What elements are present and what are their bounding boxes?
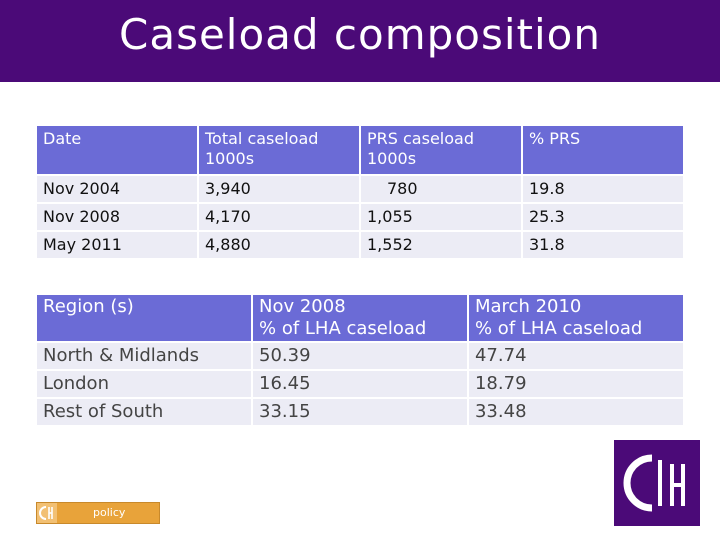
table-cell: 4,170 bbox=[199, 204, 359, 230]
table-row: North & Midlands 50.39 47.74 bbox=[37, 343, 683, 369]
policy-label: policy bbox=[93, 506, 126, 519]
cih-logo-icon bbox=[623, 454, 685, 512]
header-line: Total caseload 1000s bbox=[205, 129, 319, 168]
header-cell: Region (s) bbox=[37, 295, 251, 341]
header-cell: % PRS bbox=[523, 126, 683, 174]
table-cell: 1,552 bbox=[361, 232, 521, 258]
table-row: London 16.45 18.79 bbox=[37, 371, 683, 397]
table-cell: 31.8 bbox=[523, 232, 683, 258]
table-cell: 47.74 bbox=[468, 343, 683, 369]
slide-title: Caseload composition bbox=[119, 10, 601, 59]
table-cell: 3,940 bbox=[199, 176, 359, 202]
header-cell: PRS caseload 1000s bbox=[361, 126, 521, 174]
header-line: Nov 2008% of LHA caseload bbox=[259, 296, 427, 339]
caseload-table: Date Total caseload 1000s PRS caseload 100… bbox=[35, 124, 685, 260]
table-header-row: Region (s) Nov 2008% of LHA caseload Mar… bbox=[37, 295, 683, 341]
table-cell: 19.8 bbox=[523, 176, 683, 202]
table-cell: 50.39 bbox=[253, 343, 467, 369]
table-cell: 1,055 bbox=[361, 204, 521, 230]
lha-region-table: Region (s) Nov 2008% of LHA caseload Mar… bbox=[35, 293, 685, 427]
table-cell: 33.15 bbox=[253, 399, 467, 425]
table-cell: Nov 2008 bbox=[37, 204, 197, 230]
header-line: PRS caseload 1000s bbox=[367, 129, 474, 168]
header-line: March 2010% of LHA caseload bbox=[474, 296, 643, 339]
table-cell: 16.45 bbox=[253, 371, 467, 397]
table-cell: Rest of South bbox=[37, 399, 251, 425]
table-cell: North & Midlands bbox=[37, 343, 251, 369]
table-cell: 780 bbox=[361, 176, 521, 202]
header-cell: Total caseload 1000s bbox=[199, 126, 359, 174]
header-cell: Date bbox=[37, 126, 197, 174]
table-cell: May 2011 bbox=[37, 232, 197, 258]
title-bar: Caseload composition bbox=[0, 0, 720, 82]
cih-logo bbox=[614, 440, 700, 526]
table-cell: 25.3 bbox=[523, 204, 683, 230]
header-cell: Nov 2008% of LHA caseload bbox=[253, 295, 467, 341]
table-row: Rest of South 33.15 33.48 bbox=[37, 399, 683, 425]
table-cell: Nov 2004 bbox=[37, 176, 197, 202]
table-cell: London bbox=[37, 371, 251, 397]
header-cell: March 2010% of LHA caseload bbox=[468, 295, 683, 341]
table-row: Nov 2008 4,170 1,055 25.3 bbox=[37, 204, 683, 230]
table-row: Nov 2004 3,940 780 19.8 bbox=[37, 176, 683, 202]
policy-logo: policy bbox=[36, 502, 160, 524]
table-row: May 2011 4,880 1,552 31.8 bbox=[37, 232, 683, 258]
table-cell: 33.48 bbox=[468, 399, 683, 425]
cih-small-icon bbox=[37, 503, 57, 523]
table-header-row: Date Total caseload 1000s PRS caseload 100… bbox=[37, 126, 683, 174]
table-cell: 18.79 bbox=[468, 371, 683, 397]
table-cell: 4,880 bbox=[199, 232, 359, 258]
